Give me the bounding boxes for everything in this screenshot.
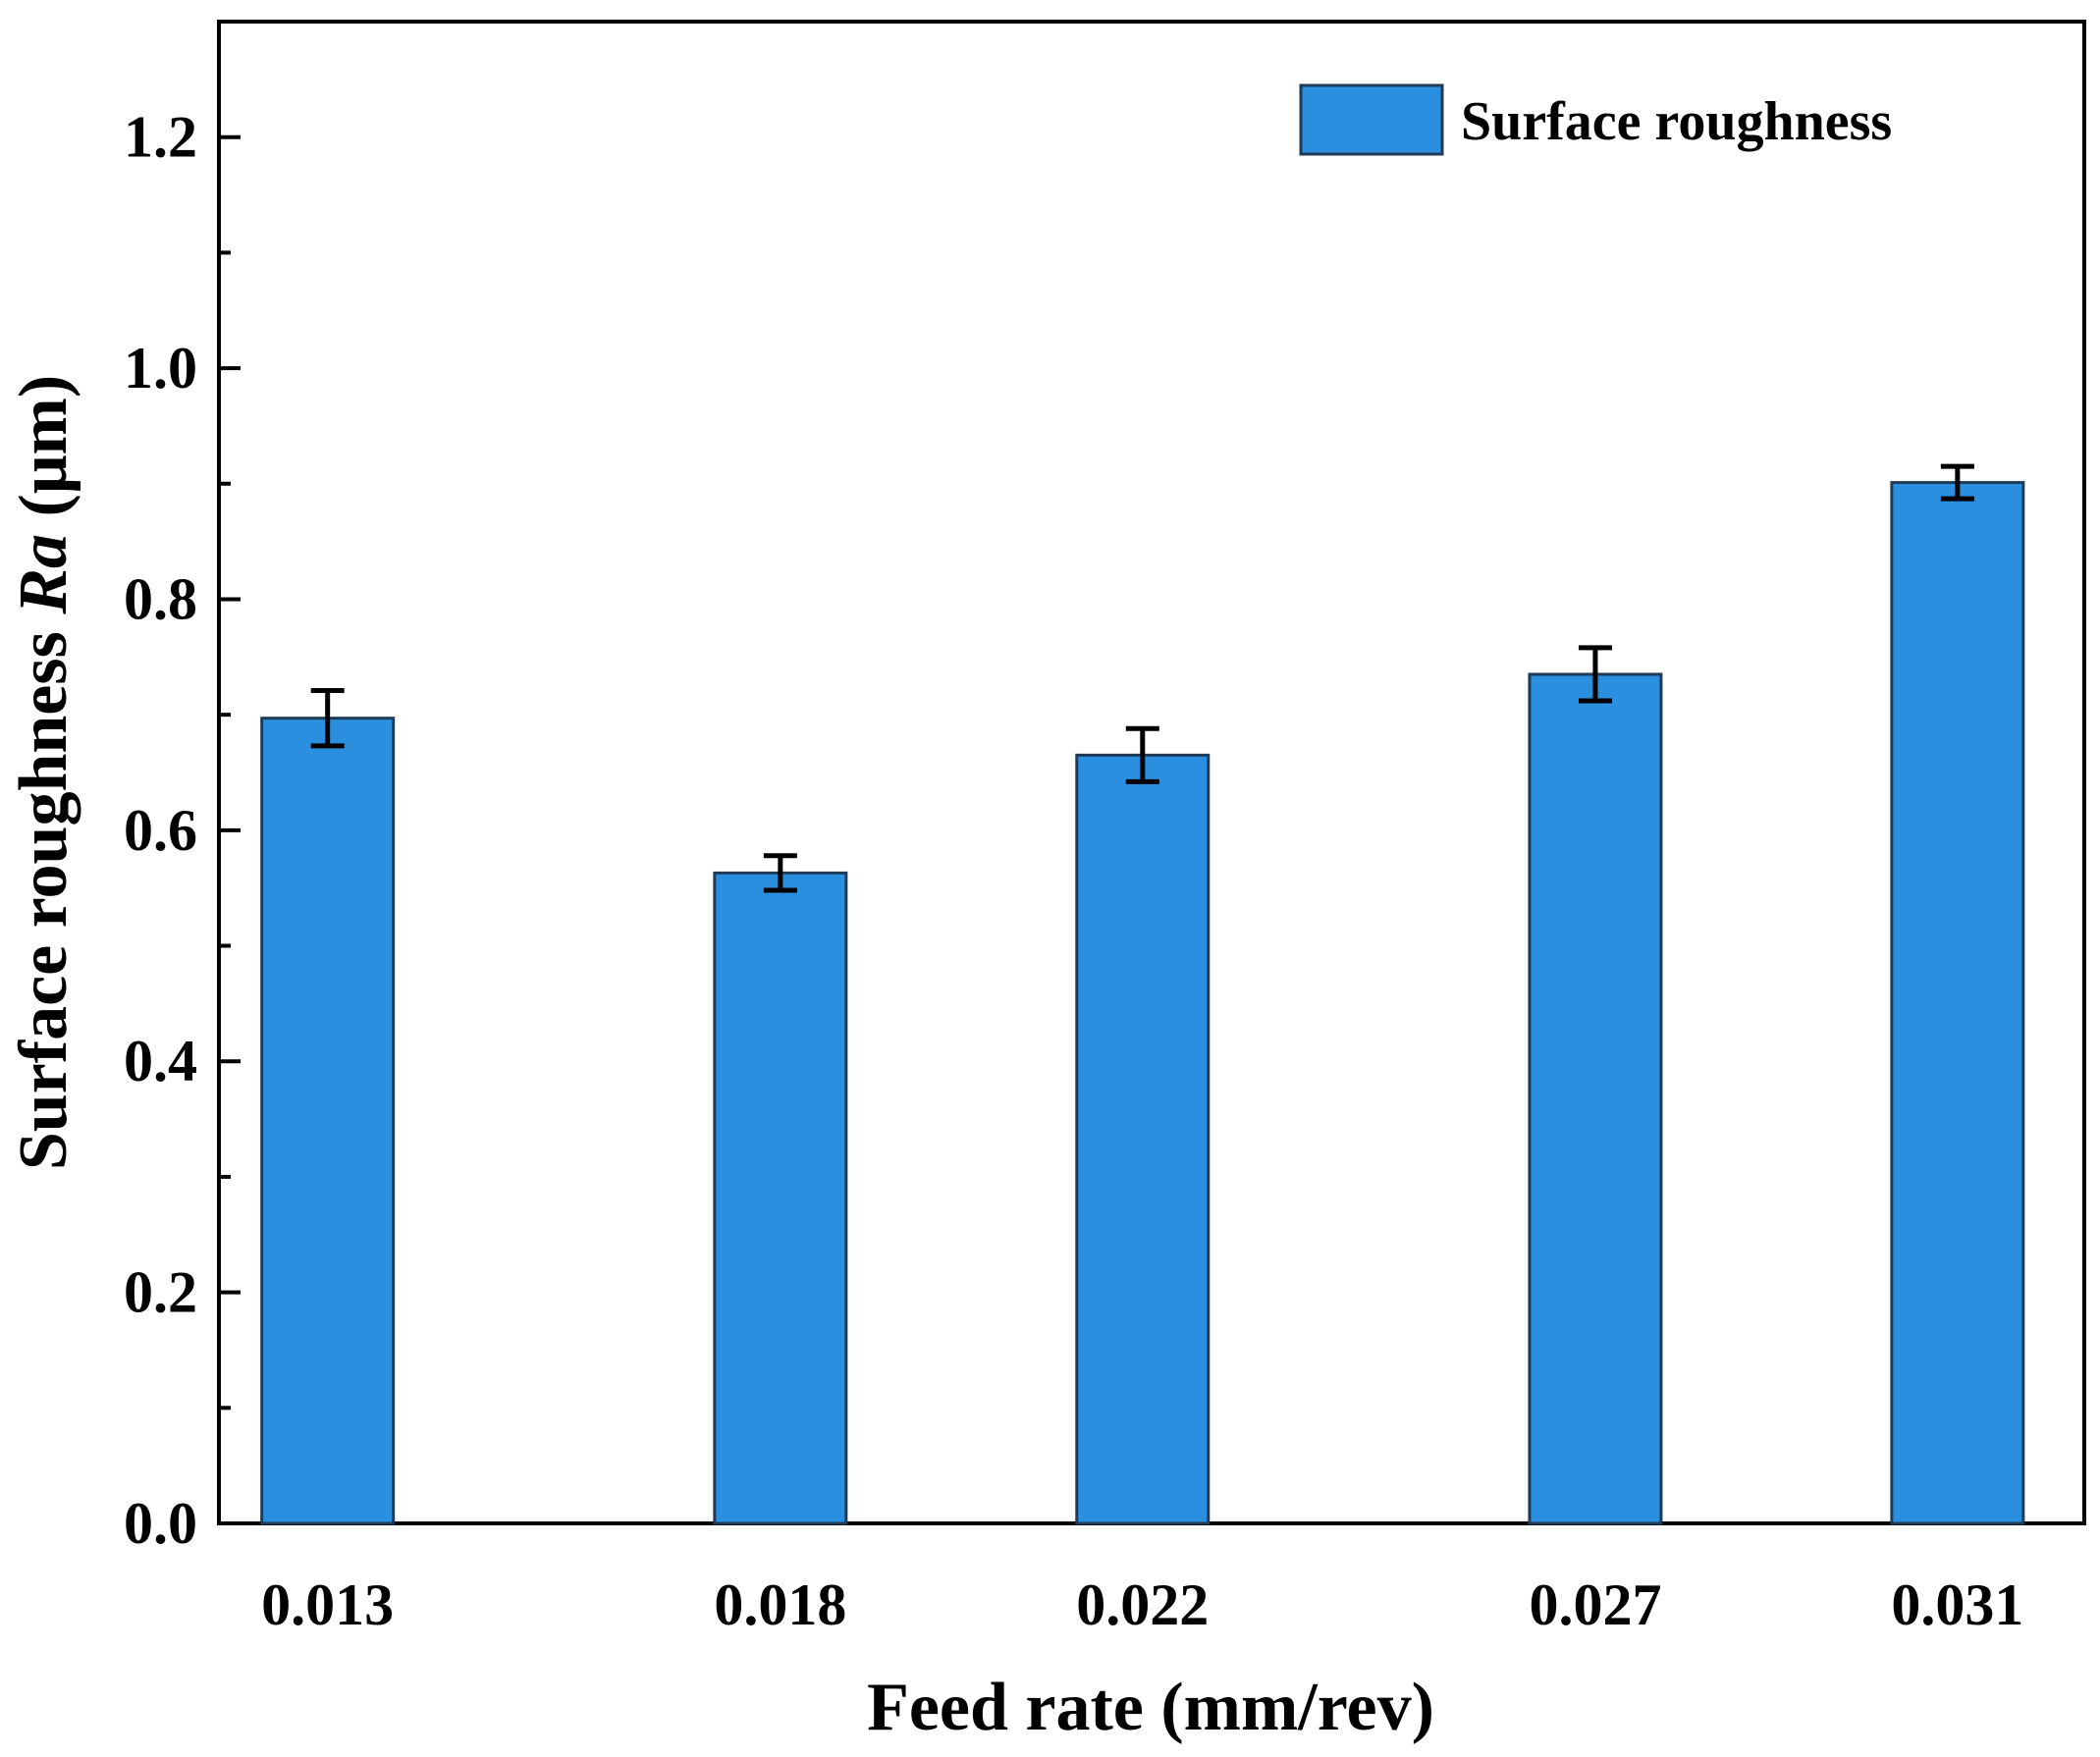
x-tick-label: 0.018: [714, 1572, 846, 1637]
legend-swatch: [1299, 83, 1444, 156]
y-axis-title-suffix: (μm): [6, 375, 81, 534]
y-tick-label: 0.2: [124, 1260, 197, 1325]
bar: [1075, 753, 1211, 1525]
y-tick-label: 0.6: [124, 798, 197, 863]
error-bars: [310, 463, 1974, 893]
x-axis-title: Feed rate (mm/rev): [867, 1670, 1434, 1745]
bar: [260, 717, 396, 1525]
bar-series: [260, 481, 2025, 1525]
y-tick-label: 0.4: [124, 1029, 197, 1093]
y-axis: 0.0 0.2 0.4 0.6 0.8 1.0 1.2: [124, 105, 241, 1556]
y-tick-label: 1.2: [124, 105, 197, 170]
legend-label: Surface roughness: [1461, 91, 1892, 152]
bar: [1890, 481, 2025, 1525]
y-tick-label: 0.0: [124, 1491, 197, 1556]
bar: [1528, 672, 1663, 1525]
x-tick-label: 0.022: [1076, 1572, 1209, 1637]
x-tick-label: 0.031: [1891, 1572, 2023, 1637]
y-axis-title: Surface roughness Ra (μm): [6, 375, 81, 1170]
bar: [713, 871, 848, 1525]
legend: Surface roughness: [1299, 83, 1892, 156]
x-axis: 0.013 0.018 0.022 0.027 0.031: [261, 1572, 2023, 1637]
y-tick-label: 1.0: [124, 336, 197, 400]
y-axis-title-italic: Ra: [6, 534, 81, 615]
x-tick-label: 0.013: [261, 1572, 394, 1637]
x-tick-label: 0.027: [1529, 1572, 1661, 1637]
y-tick-label: 0.8: [124, 566, 197, 631]
y-axis-title-prefix: Surface roughness: [6, 614, 81, 1171]
